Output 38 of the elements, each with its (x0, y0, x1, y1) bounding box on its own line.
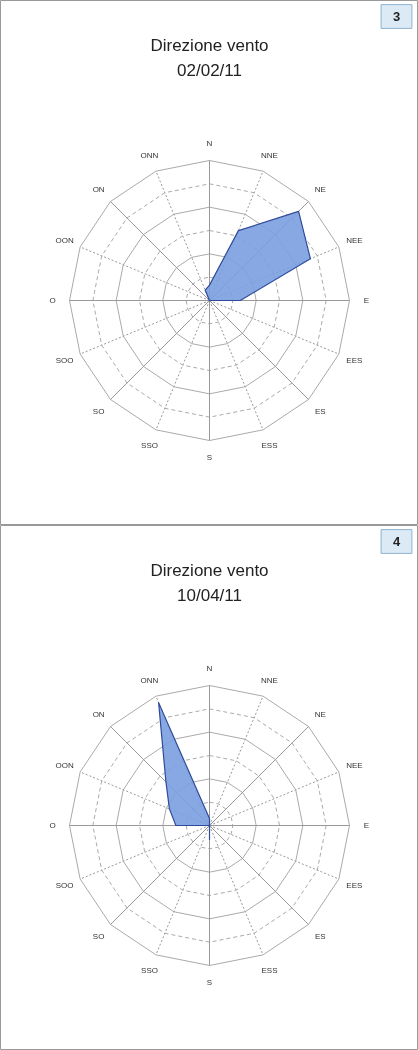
spoke-label: S (206, 977, 213, 987)
spoke-label: ES (315, 406, 326, 416)
spoke-label: EES (346, 881, 363, 890)
spoke-label: NEE (346, 761, 363, 770)
spoke-label: OON (55, 761, 74, 770)
spoke-label: NEE (346, 236, 363, 245)
spoke-label: O (49, 296, 56, 305)
text: 4 (392, 534, 401, 549)
spoke-label: OON (55, 236, 74, 245)
spoke-label: SO (92, 406, 105, 416)
spoke-label: ONN (140, 151, 159, 161)
spoke-label: ON (92, 710, 105, 720)
spoke-label: SSO (141, 440, 158, 450)
text: 3 (392, 9, 401, 24)
spoke-label: NE (314, 185, 326, 195)
spoke-label: ESS (261, 965, 278, 975)
spoke-label: N (206, 139, 213, 149)
chart-title: Direzione vento (150, 36, 269, 55)
spoke-label: SO (92, 931, 105, 941)
spoke-label: NNE (261, 151, 278, 161)
spoke-label: NE (314, 710, 326, 720)
chart-title: Direzione vento (150, 561, 269, 580)
spoke-label: SOO (55, 356, 74, 365)
spoke-label: NNE (261, 676, 278, 686)
spoke-label: N (206, 664, 213, 674)
spoke-label: S (206, 452, 213, 462)
spoke-label: ONN (140, 676, 159, 686)
spoke-label: ON (92, 185, 105, 195)
chart-subtitle: 02/02/11 (177, 61, 242, 80)
spoke-label: ES (315, 931, 326, 941)
spoke-label: SSO (141, 965, 158, 975)
spoke-label: E (363, 296, 369, 305)
spoke-label: SOO (55, 881, 74, 890)
spoke-label: O (49, 821, 56, 830)
spoke-label: E (363, 821, 369, 830)
spoke-label: ESS (261, 440, 278, 450)
spoke-label: EES (346, 356, 363, 365)
chart-subtitle: 10/04/11 (177, 586, 242, 605)
